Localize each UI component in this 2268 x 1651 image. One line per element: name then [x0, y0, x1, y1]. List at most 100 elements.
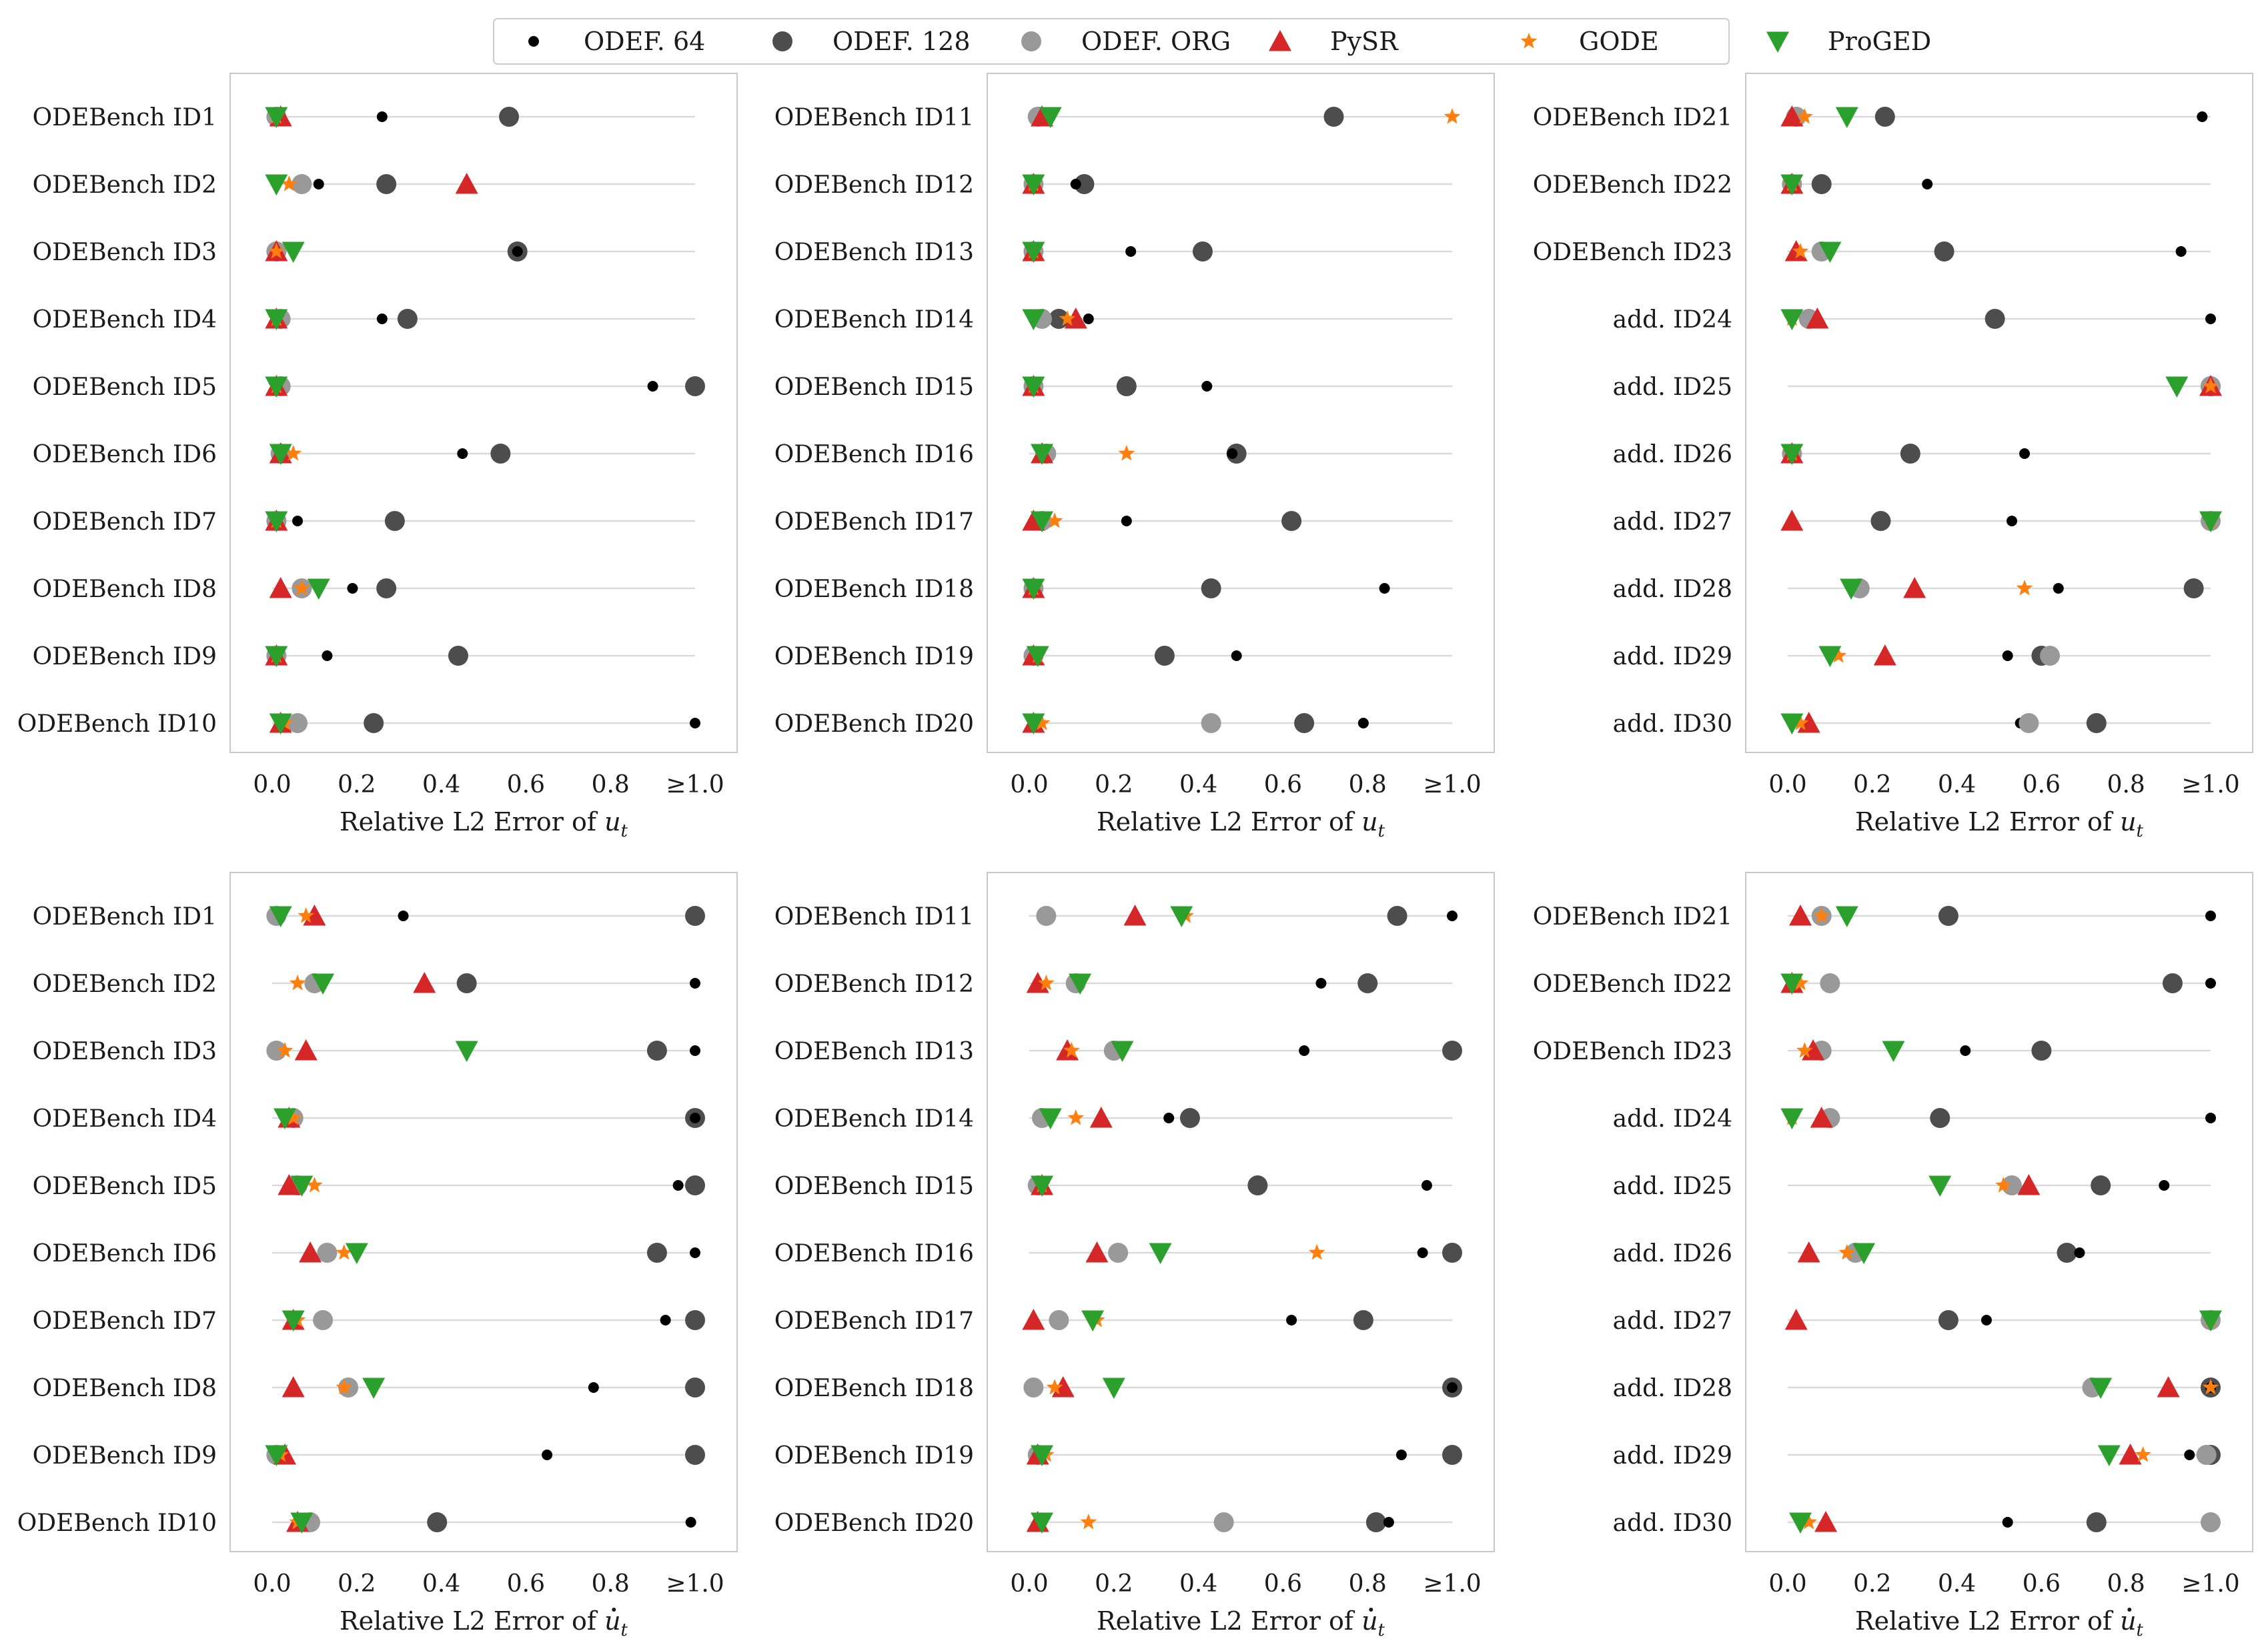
category-label: ODEBench ID14 — [774, 1105, 974, 1133]
x-tick-label: 0.6 — [1264, 1570, 1302, 1598]
point-proged — [290, 1512, 314, 1534]
point-proged — [273, 1108, 297, 1129]
point-o64 — [1299, 1045, 1310, 1056]
category-label: add. ID26 — [1613, 1240, 1732, 1267]
point-gode — [1995, 1177, 2012, 1193]
category-label: ODEBench ID8 — [33, 576, 217, 603]
point-proged — [2199, 511, 2222, 532]
point-proged — [1780, 444, 1804, 465]
point-proged — [1081, 1310, 1105, 1331]
point-pysr — [455, 173, 478, 194]
point-gode — [1444, 108, 1461, 124]
category-label: add. ID25 — [1613, 1173, 1732, 1200]
category-label: ODEBench ID23 — [1533, 1038, 1732, 1065]
category-label: ODEBench ID19 — [774, 643, 974, 670]
point-o64 — [1121, 516, 1132, 526]
point-org — [1023, 1378, 1044, 1398]
point-o64 — [1315, 978, 1327, 989]
point-proged — [269, 444, 292, 465]
point-gode — [2016, 580, 2033, 596]
x-tick-label: 0.8 — [1349, 771, 1387, 798]
point-o64 — [322, 650, 333, 661]
category-label: ODEBench ID19 — [774, 1442, 974, 1470]
point-proged — [1022, 376, 1045, 398]
point-o128 — [1811, 174, 1832, 194]
point-o128 — [1938, 1310, 1958, 1330]
point-o64 — [1125, 246, 1137, 257]
point-o128 — [1442, 1041, 1462, 1061]
legend-marker-gode — [1520, 33, 1538, 49]
point-pysr — [269, 577, 292, 598]
point-proged — [2165, 376, 2189, 398]
point-pysr — [277, 1174, 301, 1195]
point-org — [1036, 906, 1057, 926]
point-o128 — [1442, 1445, 1462, 1465]
point-o64 — [2184, 1450, 2195, 1460]
point-o128 — [1353, 1310, 1373, 1330]
point-pysr — [1873, 644, 1896, 666]
point-gode — [1792, 975, 1809, 991]
point-org — [2040, 646, 2061, 666]
point-proged — [290, 1175, 314, 1197]
point-o128 — [646, 1041, 667, 1061]
point-proged — [1031, 1512, 1054, 1534]
point-proged — [265, 107, 288, 128]
point-pysr — [1903, 577, 1926, 598]
point-proged — [2089, 1378, 2113, 1399]
point-gode — [306, 1177, 323, 1193]
x-tick-label: ≥1.0 — [666, 771, 724, 798]
point-o64 — [2002, 650, 2013, 661]
x-tick-label: 0.6 — [2023, 1570, 2061, 1598]
x-tick-label: ≥1.0 — [666, 1570, 724, 1598]
point-org — [2201, 1512, 2221, 1532]
point-org — [1049, 1310, 1069, 1330]
category-label: add. ID29 — [1613, 643, 1732, 670]
point-proged — [1069, 973, 1092, 995]
point-gode — [1838, 1244, 1856, 1260]
point-o128 — [376, 174, 397, 194]
legend-label-proged: ProGED — [1828, 27, 1931, 56]
x-tick-label: 0.0 — [1768, 771, 1806, 798]
x-tick-label: 0.4 — [1179, 771, 1217, 798]
plot-area — [987, 73, 1495, 753]
point-proged — [1031, 511, 1054, 532]
point-proged — [1780, 309, 1804, 330]
point-gode — [281, 175, 298, 191]
point-o128 — [1247, 1175, 1268, 1195]
point-o128 — [2086, 713, 2107, 733]
point-proged — [1031, 1445, 1054, 1466]
legend-marker-pysr — [1269, 30, 1291, 51]
plot-area — [987, 872, 1495, 1552]
x-tick-label: 0.2 — [1095, 1570, 1133, 1598]
x-tick-label: ≥1.0 — [1423, 1570, 1481, 1598]
category-label: ODEBench ID21 — [1533, 903, 1732, 931]
point-org — [317, 1243, 338, 1263]
x-tick-label: ≥1.0 — [2181, 1570, 2239, 1598]
point-proged — [1031, 1175, 1054, 1197]
point-pysr — [1789, 905, 1812, 926]
point-pysr — [281, 1376, 305, 1398]
x-tick-label: ≥1.0 — [2181, 771, 2239, 798]
point-o64 — [690, 1113, 700, 1123]
category-label: add. ID24 — [1613, 1105, 1732, 1133]
x-axis-label: Relative L2 Error of ut — [340, 807, 628, 841]
x-tick-label: 0.4 — [1938, 771, 1976, 798]
x-tick-label: 0.0 — [1010, 771, 1048, 798]
point-o64 — [2205, 978, 2216, 989]
point-pysr — [1780, 105, 1804, 127]
x-tick-label: 0.6 — [507, 1570, 545, 1598]
point-o128 — [685, 1378, 705, 1398]
category-label: add. ID24 — [1613, 306, 1732, 334]
point-org — [1108, 1243, 1129, 1263]
x-tick-label: 0.0 — [1768, 1570, 1806, 1598]
point-gode — [1038, 975, 1055, 991]
category-label: ODEBench ID10 — [17, 710, 217, 738]
point-gode — [298, 907, 315, 923]
point-proged — [1022, 713, 1045, 734]
point-gode — [1046, 512, 1063, 528]
category-label: ODEBench ID11 — [774, 104, 974, 131]
point-o64 — [672, 1180, 684, 1191]
point-pysr — [1780, 510, 1804, 531]
x-tick-label: 0.0 — [253, 771, 291, 798]
point-o128 — [2183, 578, 2204, 598]
